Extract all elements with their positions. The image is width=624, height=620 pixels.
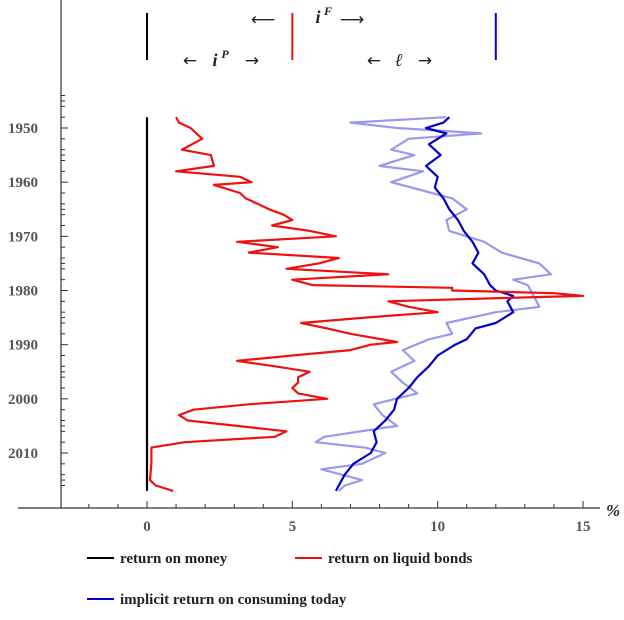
y-tick-label: 1970 (8, 229, 38, 245)
series-layer (145, 116, 585, 492)
ell-label: ℓ (395, 50, 403, 70)
x-tick-label: 5 (289, 519, 297, 535)
x-tick-label: 10 (430, 519, 445, 535)
y-tick-label: 1950 (8, 121, 38, 137)
ell-arrow-left: ← (367, 51, 381, 71)
series-line-implicit-return-on-consuming-today (334, 116, 515, 492)
iP-superscript: P (221, 47, 229, 61)
y-tick-label: 2010 (8, 446, 38, 462)
header-annotations: ⟵ i F ⟶← i P → ← ℓ → (146, 4, 497, 71)
legend-label: return on liquid bonds (328, 551, 473, 567)
y-tick-label: 1990 (8, 338, 38, 354)
y-tick-label: 1960 (8, 175, 38, 191)
y-tick-label: 1980 (8, 284, 38, 300)
series-line-light-blue (314, 116, 553, 492)
iP-label: i (212, 50, 217, 70)
legend-label: return on money (120, 551, 228, 567)
iF-superscript: F (323, 4, 332, 18)
iF-arrow-left: ⟵ (251, 10, 275, 30)
legend: return on money return on liquid bonds imp… (87, 551, 473, 608)
series-line-return-on-liquid-bonds (148, 116, 585, 492)
legend-label: implicit return on consuming today (120, 592, 347, 608)
x-tick-label: 15 (576, 519, 591, 535)
x-tick-label: 0 (143, 519, 151, 535)
x-axis-label: % (606, 501, 620, 520)
y-tick-label: 2000 (8, 392, 38, 408)
iF-arrow-right: ⟶ (340, 10, 364, 30)
ell-arrow-right: → (418, 51, 432, 71)
iF-label: i (315, 7, 320, 27)
iP-arrow-left: ← (183, 51, 197, 71)
axes: 0 5 10 15% 1950 1960 1970 1980 1990 2000 2010 (8, 0, 620, 535)
iP-arrow-right: → (245, 51, 259, 71)
